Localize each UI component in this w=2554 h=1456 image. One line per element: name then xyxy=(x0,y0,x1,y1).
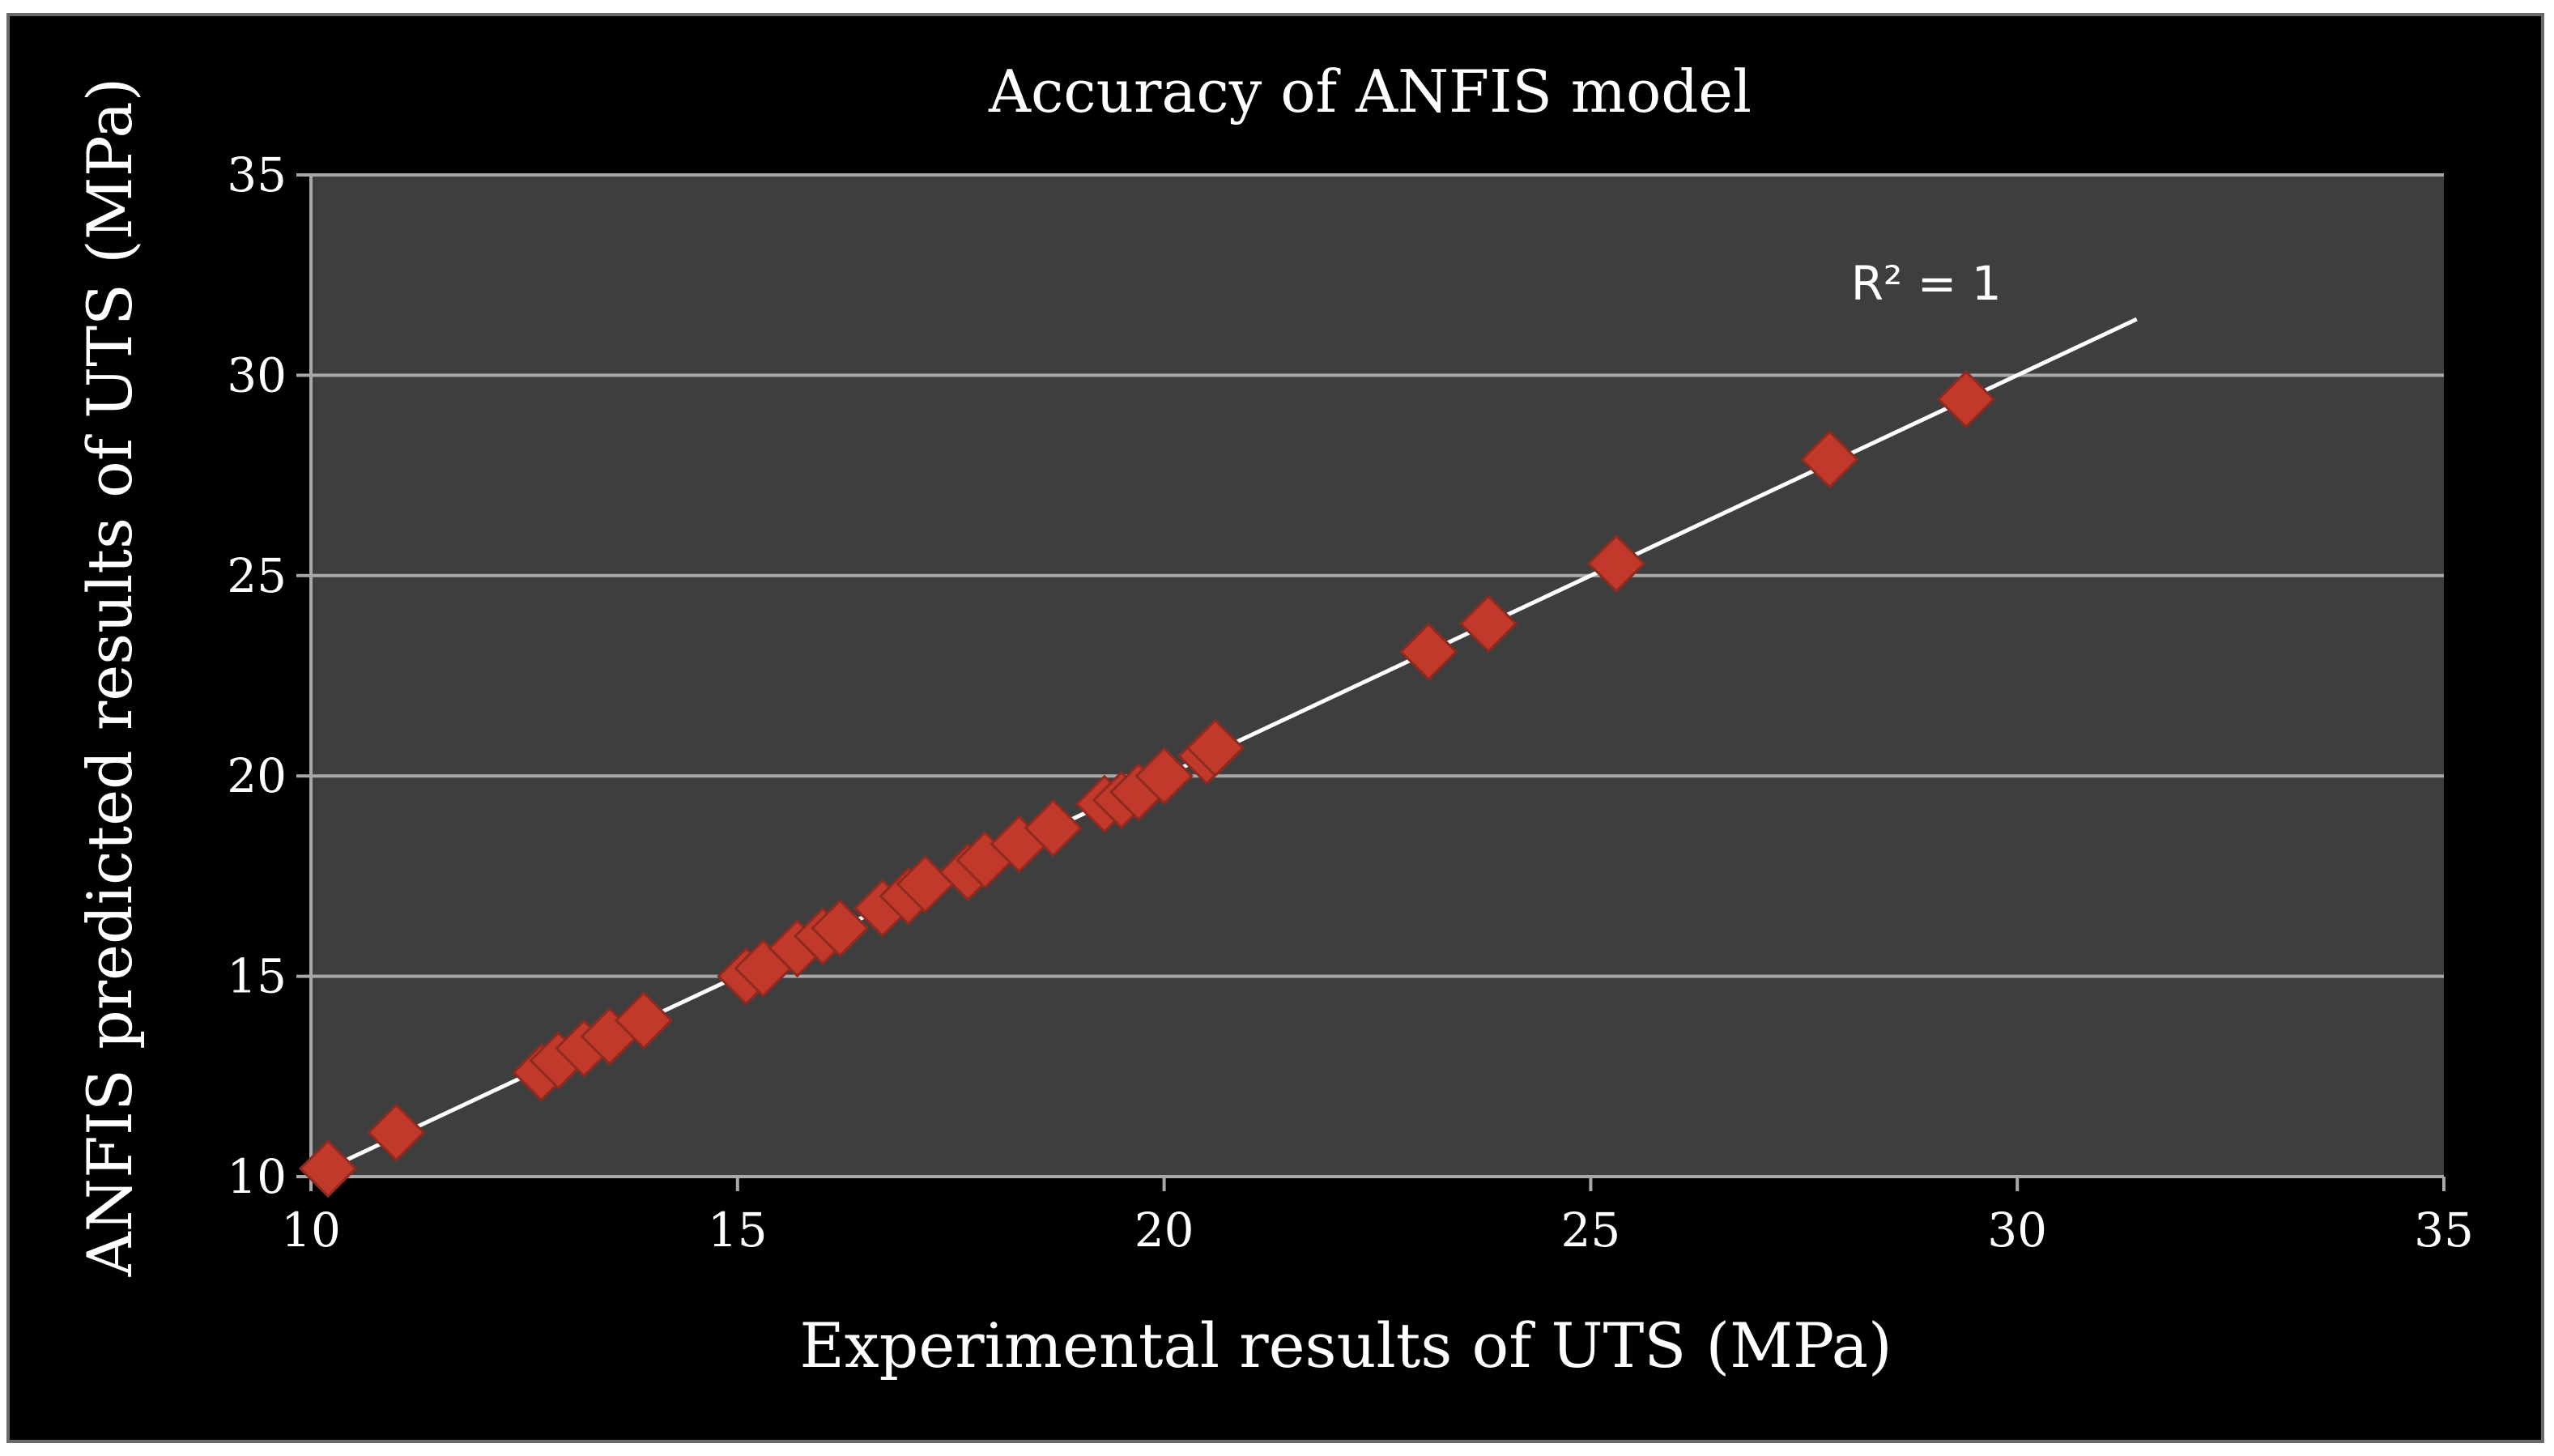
x-tick-label-30: 30 xyxy=(1987,1203,2047,1258)
chart-svg: 10 15 20 25 30 35 10 15 20 25 30 35 Accuracy of ANF… xyxy=(74,57,2474,1381)
y-axis-label: ANFIS predicted results of UTS (MPa) xyxy=(74,78,146,1278)
x-axis-label: Experimental results of UTS (MPa) xyxy=(799,1309,1892,1381)
y-tick-label-20: 20 xyxy=(227,748,287,803)
chart-frame: 10 15 20 25 30 35 10 15 20 25 30 35 Accuracy of ANF… xyxy=(6,13,2544,1443)
data-point-29 xyxy=(1936,369,1996,429)
x-tick-label-15: 15 xyxy=(708,1203,768,1258)
data-points xyxy=(298,369,1996,1198)
trendline-label: R² = 1 xyxy=(1851,256,2002,311)
y-tick-label-15: 15 xyxy=(227,949,287,1004)
y-tick-label-35: 35 xyxy=(227,147,287,202)
data-point-6 xyxy=(614,990,674,1050)
data-point-26 xyxy=(1458,594,1518,653)
y-tick-label-25: 25 xyxy=(227,548,287,603)
chart-title: Accuracy of ANFIS model xyxy=(988,57,1752,126)
data-point-0 xyxy=(298,1139,358,1198)
x-tick-label-35: 35 xyxy=(2414,1203,2474,1258)
y-tick-label-30: 30 xyxy=(227,347,287,402)
data-point-18 xyxy=(1024,798,1083,858)
grid-lines xyxy=(311,173,2444,978)
y-tick-label-10: 10 xyxy=(227,1149,287,1204)
x-tick-label-20: 20 xyxy=(1134,1203,1194,1258)
axes xyxy=(296,173,2445,1191)
data-point-22 xyxy=(1134,747,1194,806)
x-tick-label-10: 10 xyxy=(281,1203,341,1258)
x-tick-label-25: 25 xyxy=(1560,1203,1620,1258)
tick-labels: 10 15 20 25 30 35 10 15 20 25 30 35 xyxy=(227,147,2474,1258)
data-point-25 xyxy=(1399,622,1458,681)
data-point-24 xyxy=(1185,718,1245,777)
data-point-11 xyxy=(811,899,870,958)
data-point-27 xyxy=(1586,534,1646,594)
data-point-28 xyxy=(1800,430,1859,489)
data-point-1 xyxy=(367,1103,426,1162)
